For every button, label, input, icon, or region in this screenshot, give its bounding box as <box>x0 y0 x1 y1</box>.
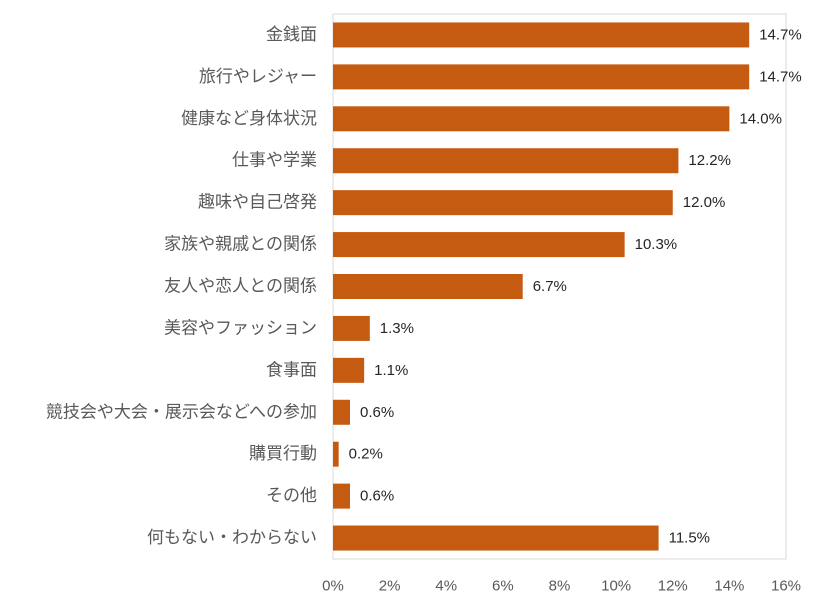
data-label: 14.7% <box>759 68 802 85</box>
data-label: 0.6% <box>360 404 394 421</box>
bar <box>333 106 730 132</box>
category-label: 趣味や自己啓発 <box>198 193 317 213</box>
bar <box>333 483 350 509</box>
category-label: 購買行動 <box>249 444 317 464</box>
x-tick-label: 16% <box>771 578 801 595</box>
category-label: 旅行やレジャー <box>199 67 317 87</box>
data-label: 1.3% <box>380 320 414 337</box>
category-label: 何もない・わからない <box>147 528 317 548</box>
category-label: 仕事や学業 <box>232 151 317 171</box>
category-label: 健康など身体状況 <box>181 109 317 129</box>
bar <box>333 22 750 48</box>
data-label: 0.2% <box>349 446 383 463</box>
data-label: 14.0% <box>739 110 782 127</box>
bar <box>333 399 350 425</box>
bar <box>333 525 659 551</box>
data-label: 10.3% <box>635 236 678 253</box>
x-tick-label: 0% <box>322 578 344 595</box>
category-label: 金銭面 <box>266 25 317 45</box>
data-label: 12.2% <box>688 152 731 169</box>
bar <box>333 274 523 299</box>
category-label: その他 <box>266 486 317 506</box>
data-label: 11.5% <box>669 530 710 547</box>
data-label: 14.7% <box>759 26 802 43</box>
x-tick-label: 4% <box>435 578 457 595</box>
bar <box>333 357 365 383</box>
x-tick-label: 12% <box>658 578 688 595</box>
data-label: 1.1% <box>374 362 408 379</box>
category-label: 美容やファッション <box>164 318 317 338</box>
x-tick-label: 6% <box>492 578 514 595</box>
x-tick-label: 10% <box>601 578 631 595</box>
category-label: 家族や親戚との関係 <box>164 235 317 255</box>
bar <box>333 190 673 216</box>
data-label: 12.0% <box>683 194 726 211</box>
category-label: 競技会や大会・展示会などへの参加 <box>46 402 317 422</box>
bar <box>333 315 370 341</box>
bar <box>333 64 750 90</box>
bar <box>333 441 339 467</box>
data-label: 6.7% <box>533 278 567 295</box>
category-label: 食事面 <box>266 360 317 380</box>
x-tick-label: 14% <box>714 578 744 595</box>
x-tick-label: 2% <box>379 578 401 595</box>
x-tick-label: 8% <box>549 578 571 595</box>
bar <box>333 148 679 174</box>
category-label: 友人や恋人との関係 <box>164 276 317 297</box>
bar <box>333 232 625 258</box>
data-label: 0.6% <box>360 488 394 505</box>
